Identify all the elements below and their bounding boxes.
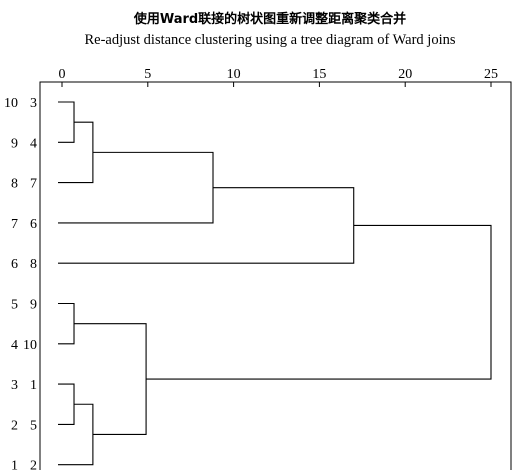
leaf-order-label: 10	[4, 96, 18, 111]
leaf-case-label: 5	[30, 418, 37, 433]
x-tick-label: 5	[144, 67, 151, 82]
chart-title: 使用Ward联接的树状图重新调整距离聚类合并	[133, 11, 406, 27]
plot-frame	[39, 81, 512, 470]
dendrogram-links	[58, 101, 492, 466]
dendrogram-link	[58, 403, 94, 466]
leaf-order-label: 9	[11, 136, 18, 151]
leaf-case-label: 1	[30, 378, 37, 393]
x-axis: 0 5 10 15 20 25	[59, 67, 498, 87]
leaf-labels: 10 39 48 77 66 85 94 103 12 51 2	[4, 96, 37, 470]
x-tick-label: 15	[312, 67, 326, 82]
leaf-order-label: 3	[11, 378, 18, 393]
leaf-order-label: 7	[11, 217, 18, 232]
leaf-order-label: 2	[11, 418, 18, 433]
leaf-case-label: 3	[30, 96, 37, 111]
dendrogram-link	[74, 323, 147, 436]
dendrogram-link	[58, 121, 94, 184]
dendrogram-link	[58, 302, 75, 345]
dendrogram-link	[58, 383, 75, 425]
x-tick-label: 0	[59, 67, 66, 82]
leaf-order-label: 1	[11, 459, 18, 470]
leaf-case-label: 10	[23, 338, 37, 353]
dendrogram-link	[146, 224, 492, 380]
leaf-case-label: 7	[30, 177, 37, 192]
dendrogram-link	[58, 101, 75, 143]
leaf-order-label: 5	[11, 298, 18, 313]
dendrogram-link	[58, 151, 214, 224]
dendrogram-link	[58, 187, 355, 264]
leaf-case-label: 2	[30, 459, 37, 470]
x-tick-label: 25	[484, 67, 498, 82]
leaf-order-label: 8	[11, 177, 18, 192]
x-tick-label: 10	[227, 67, 241, 82]
leaf-order-label: 6	[11, 257, 18, 272]
leaf-case-label: 9	[30, 298, 37, 313]
chart-subtitle: Re-adjust distance clustering using a tr…	[84, 32, 455, 48]
leaf-case-label: 4	[30, 136, 37, 151]
leaf-case-label: 8	[30, 257, 37, 272]
leaf-order-label: 4	[11, 338, 18, 353]
leaf-case-label: 6	[30, 217, 37, 232]
x-tick-label: 20	[398, 67, 412, 82]
